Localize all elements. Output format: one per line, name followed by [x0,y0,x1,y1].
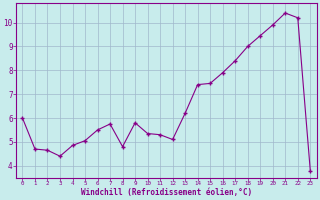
X-axis label: Windchill (Refroidissement éolien,°C): Windchill (Refroidissement éolien,°C) [81,188,252,197]
